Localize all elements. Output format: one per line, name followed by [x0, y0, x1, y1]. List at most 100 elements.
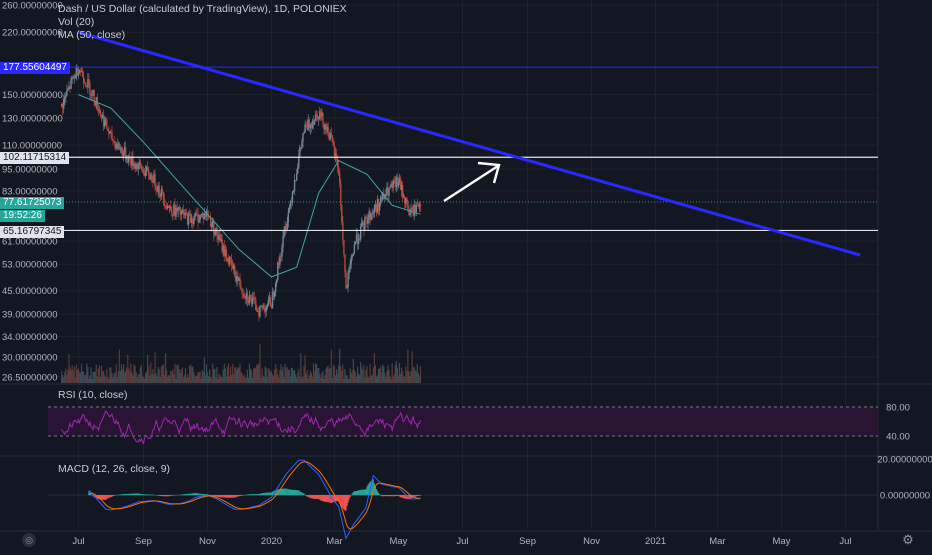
macd-histogram-bar: [222, 495, 223, 497]
volume-bar: [405, 367, 406, 383]
volume-bar: [379, 368, 380, 383]
volume-bar: [362, 370, 363, 383]
volume-bar: [258, 363, 259, 383]
price-axis-label: 95.00000000: [2, 165, 57, 176]
candle-body: [327, 127, 328, 136]
volume-bar: [64, 372, 65, 383]
volume-bar: [182, 368, 183, 383]
volume-bar: [118, 371, 119, 383]
volume-bar: [276, 368, 277, 383]
macd-legend[interactable]: MACD (12, 26, close, 9): [58, 463, 170, 475]
volume-bar: [374, 353, 375, 383]
candle-body: [123, 153, 124, 156]
volume-bar: [72, 365, 73, 383]
time-axis-label: Jul: [72, 536, 84, 547]
volume-legend[interactable]: Vol (20): [58, 16, 94, 28]
volume-bar: [251, 371, 252, 383]
countdown-tag: 19:52:26: [0, 210, 45, 222]
macd-histogram-bar: [293, 490, 294, 495]
candle-body: [274, 292, 275, 297]
volume-bar: [186, 378, 187, 383]
candle-body: [360, 227, 361, 239]
volume-bar: [325, 369, 326, 383]
macd-histogram-bar: [119, 495, 120, 496]
candle-body: [263, 306, 264, 309]
macd-histogram-bar: [198, 494, 199, 496]
volume-bar: [391, 379, 392, 383]
macd-histogram-bar: [361, 490, 362, 496]
macd-histogram-bar: [416, 495, 417, 496]
volume-bar: [86, 364, 87, 383]
macd-histogram-bar: [401, 495, 402, 498]
macd-histogram-bar: [348, 495, 349, 502]
candle-body: [148, 170, 149, 176]
volume-bar: [168, 375, 169, 383]
candle-body: [322, 113, 323, 124]
candle-body: [296, 174, 297, 181]
volume-bar: [223, 370, 224, 383]
volume-bar: [128, 368, 129, 383]
volume-bar: [356, 377, 357, 383]
macd-histogram-bar: [201, 494, 202, 495]
volume-bar: [415, 370, 416, 383]
volume-bar: [208, 376, 209, 383]
resistance-top-tag: 177.55604497: [0, 62, 70, 74]
volume-bar: [68, 354, 69, 383]
volume-bar: [111, 373, 112, 383]
volume-bar: [66, 375, 67, 383]
macd-histogram-bar: [393, 495, 394, 496]
macd-histogram-bar: [343, 495, 344, 509]
volume-bar: [159, 369, 160, 383]
macd-histogram-bar: [214, 495, 215, 496]
volume-bar: [97, 377, 98, 383]
volume-bar: [126, 367, 127, 383]
volume-bar: [330, 368, 331, 383]
gear-icon[interactable]: ⚙: [900, 532, 916, 548]
candle-body: [78, 73, 79, 76]
symbol-title[interactable]: Dash / US Dollar (calculated by TradingV…: [58, 3, 347, 15]
volume-bar: [185, 368, 186, 383]
volume-bar: [255, 368, 256, 383]
candle-body: [90, 95, 91, 96]
candle-body: [364, 218, 365, 231]
candle-body: [389, 187, 390, 189]
macd-histogram-bar: [319, 495, 320, 500]
volume-bar: [237, 367, 238, 383]
macd-histogram-bar: [359, 490, 360, 495]
volume-bar: [417, 364, 418, 383]
volume-bar: [207, 372, 208, 383]
candle-body: [353, 253, 354, 255]
volume-bar: [165, 353, 166, 383]
volume-bar: [99, 366, 100, 383]
candle-body: [63, 99, 64, 108]
tradingview-logo-icon[interactable]: ◎: [22, 533, 36, 547]
volume-bar: [204, 358, 205, 383]
macd-histogram-bar: [288, 489, 289, 495]
volume-bar: [267, 376, 268, 383]
volume-bar: [413, 368, 414, 383]
volume-bar: [90, 367, 91, 383]
volume-bar: [104, 375, 105, 383]
macd-histogram-bar: [109, 495, 110, 497]
macd-histogram-bar: [186, 494, 187, 495]
macd-histogram-bar: [315, 495, 316, 499]
volume-bar: [243, 376, 244, 383]
volume-bar: [273, 376, 274, 383]
ma-legend[interactable]: MA (50, close): [58, 29, 125, 41]
volume-bar: [109, 367, 110, 383]
volume-bar: [112, 378, 113, 383]
volume-bar: [174, 364, 175, 383]
candle-body: [407, 202, 408, 209]
macd-histogram-bar: [391, 495, 392, 496]
volume-bar: [280, 364, 281, 383]
macd-histogram-bar: [121, 494, 122, 495]
volume-bar: [239, 364, 240, 383]
volume-bar: [230, 366, 231, 383]
rsi-legend[interactable]: RSI (10, close): [58, 389, 127, 401]
volume-bar: [175, 379, 176, 383]
macd-histogram-bar: [172, 495, 173, 496]
volume-bar: [141, 365, 142, 383]
candle-body: [230, 257, 231, 259]
macd-histogram-bar: [261, 493, 262, 495]
macd-histogram-bar: [292, 490, 293, 495]
